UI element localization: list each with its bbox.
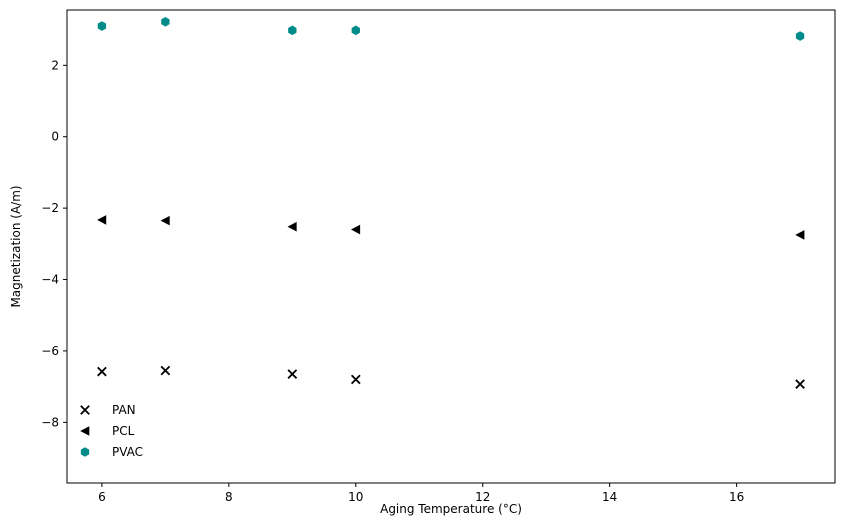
pan-point <box>795 379 805 389</box>
pvac-point <box>795 31 805 41</box>
legend-marker-pan <box>80 405 90 415</box>
y-tick-label: 0 <box>51 130 59 144</box>
x-tick-label: 10 <box>348 490 363 504</box>
pvac-point <box>351 25 360 36</box>
y-tick-label: −4 <box>41 273 59 287</box>
legend-label-pcl: PCL <box>112 424 135 438</box>
x-tick-label: 16 <box>729 490 744 504</box>
plot-area <box>66 9 836 484</box>
x-tick-label: 12 <box>475 490 490 504</box>
y-tick-label: −8 <box>41 415 59 429</box>
legend: PAN PCL PVAC <box>80 403 143 459</box>
pcl-point <box>795 230 805 240</box>
y-tick-label: −6 <box>41 344 59 358</box>
pcl-point <box>350 224 361 235</box>
pcl-point <box>287 221 297 232</box>
x-tick-label: 14 <box>602 490 617 504</box>
y-tick-label: −2 <box>41 201 59 215</box>
y-tick-label: 2 <box>51 58 59 72</box>
y-axis-label: Magnetization (A/m) <box>9 185 23 307</box>
legend-label-pan: PAN <box>112 403 136 417</box>
x-tick-label: 8 <box>225 490 233 504</box>
y-axis-ticks: −8 −6 −4 −2 0 2 <box>41 58 67 429</box>
x-axis-label: Aging Temperature (°C) <box>380 502 522 516</box>
pcl-point <box>97 215 107 225</box>
x-axis-ticks: 6 8 10 12 14 16 <box>98 483 744 504</box>
pvac-point <box>161 16 170 27</box>
pvac-point <box>97 21 107 31</box>
legend-marker-pvac <box>80 447 90 457</box>
pcl-point <box>160 215 170 226</box>
legend-label-pvac: PVAC <box>112 445 143 459</box>
data-markers <box>97 16 805 389</box>
pan-point <box>350 374 361 385</box>
pan-point <box>160 365 171 376</box>
pvac-point <box>288 25 297 36</box>
pan-point <box>97 366 107 377</box>
pan-point <box>287 369 298 379</box>
x-tick-label: 6 <box>98 490 106 504</box>
legend-marker-pcl <box>80 426 90 436</box>
